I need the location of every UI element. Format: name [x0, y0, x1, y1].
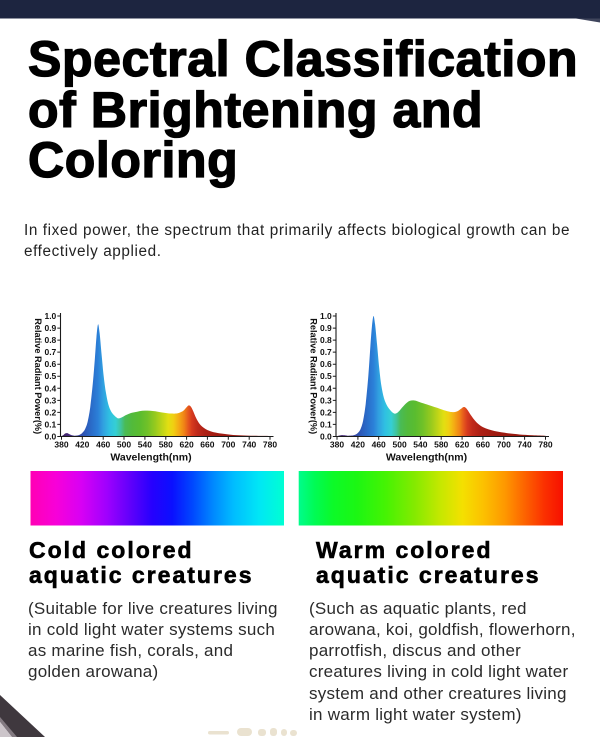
- svg-text:700: 700: [221, 440, 235, 450]
- svg-text:Relative Radiant Power(%): Relative Radiant Power(%): [33, 318, 43, 434]
- svg-text:1.0: 1.0: [320, 311, 332, 321]
- svg-text:0.3: 0.3: [320, 395, 332, 405]
- svg-text:0.5: 0.5: [44, 371, 56, 381]
- svg-text:580: 580: [434, 440, 448, 450]
- svg-text:620: 620: [180, 440, 194, 450]
- svg-text:660: 660: [200, 440, 214, 450]
- svg-text:0.5: 0.5: [320, 371, 332, 381]
- svg-text:780: 780: [263, 440, 277, 450]
- svg-text:Wavelength(nm): Wavelength(nm): [110, 452, 191, 464]
- svg-text:420: 420: [75, 440, 89, 450]
- svg-text:0.0: 0.0: [44, 432, 56, 442]
- svg-text:540: 540: [138, 440, 152, 450]
- svg-text:500: 500: [393, 440, 407, 450]
- svg-text:620: 620: [455, 440, 469, 450]
- svg-text:380: 380: [54, 440, 68, 450]
- svg-text:0.6: 0.6: [44, 359, 56, 369]
- svg-text:Wavelength(nm): Wavelength(nm): [386, 452, 467, 464]
- svg-text:0.1: 0.1: [320, 419, 332, 429]
- svg-text:780: 780: [538, 440, 552, 450]
- svg-text:700: 700: [497, 440, 511, 450]
- svg-text:500: 500: [117, 440, 131, 450]
- svg-text:460: 460: [372, 440, 386, 450]
- svg-text:0.1: 0.1: [44, 419, 56, 429]
- svg-text:0.4: 0.4: [44, 383, 56, 393]
- svg-text:460: 460: [96, 440, 110, 450]
- svg-text:580: 580: [159, 440, 173, 450]
- svg-text:540: 540: [413, 440, 427, 450]
- svg-text:0.9: 0.9: [320, 323, 332, 333]
- svg-text:660: 660: [476, 440, 490, 450]
- svg-text:0.2: 0.2: [320, 407, 332, 417]
- svg-text:0.6: 0.6: [320, 359, 332, 369]
- svg-text:0.7: 0.7: [320, 347, 332, 357]
- svg-text:0.7: 0.7: [44, 347, 56, 357]
- svg-text:740: 740: [242, 440, 256, 450]
- svg-text:0.2: 0.2: [44, 407, 56, 417]
- svg-text:0.4: 0.4: [320, 383, 332, 393]
- svg-text:1.0: 1.0: [44, 311, 56, 321]
- svg-text:0.0: 0.0: [320, 432, 332, 442]
- svg-text:0.8: 0.8: [44, 335, 56, 345]
- svg-text:Relative Radiant Power(%): Relative Radiant Power(%): [309, 318, 319, 434]
- svg-text:420: 420: [351, 440, 365, 450]
- svg-text:0.3: 0.3: [44, 395, 56, 405]
- svg-text:380: 380: [330, 440, 344, 450]
- svg-text:740: 740: [518, 440, 532, 450]
- svg-text:0.9: 0.9: [44, 323, 56, 333]
- svg-text:0.8: 0.8: [320, 335, 332, 345]
